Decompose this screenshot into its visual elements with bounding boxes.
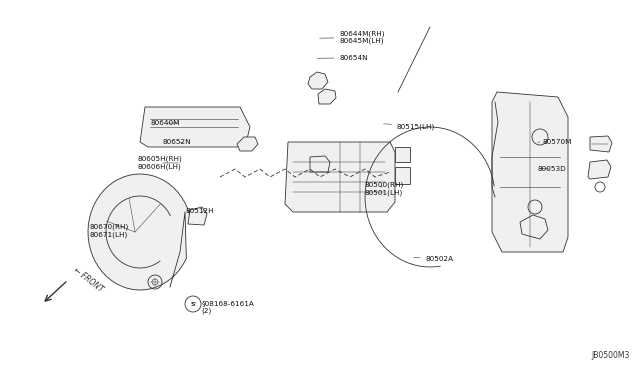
Polygon shape: [318, 89, 336, 104]
Text: JB0500M3: JB0500M3: [591, 351, 630, 360]
Polygon shape: [590, 136, 612, 152]
Polygon shape: [237, 137, 258, 151]
Text: 80654N: 80654N: [317, 55, 368, 61]
Text: 80670(RH)
80671(LH): 80670(RH) 80671(LH): [90, 224, 129, 238]
Text: 80652N: 80652N: [163, 139, 191, 145]
Polygon shape: [188, 207, 207, 225]
Polygon shape: [395, 147, 410, 162]
Text: 80605H(RH)
80606H(LH): 80605H(RH) 80606H(LH): [138, 156, 182, 170]
Text: 80640M: 80640M: [150, 120, 180, 126]
Text: 80512H: 80512H: [186, 208, 214, 214]
Text: 80053D: 80053D: [538, 166, 566, 172]
Polygon shape: [88, 174, 189, 290]
Text: 80500(RH)
80501(LH): 80500(RH) 80501(LH): [365, 182, 404, 196]
Polygon shape: [140, 107, 250, 147]
Text: 80644M(RH)
80645M(LH): 80644M(RH) 80645M(LH): [319, 30, 385, 44]
Text: S: S: [191, 301, 195, 307]
Polygon shape: [588, 160, 611, 179]
Text: ← FRONT: ← FRONT: [72, 266, 105, 294]
Text: 80502A: 80502A: [413, 256, 454, 262]
Polygon shape: [308, 72, 328, 89]
Polygon shape: [310, 156, 330, 172]
Text: §08168-6161A
(2): §08168-6161A (2): [191, 300, 255, 314]
Text: 80570M: 80570M: [538, 139, 572, 145]
Polygon shape: [492, 92, 568, 252]
Polygon shape: [285, 142, 395, 212]
Text: 80515(LH): 80515(LH): [383, 123, 435, 130]
Polygon shape: [520, 215, 548, 239]
Polygon shape: [395, 167, 410, 184]
